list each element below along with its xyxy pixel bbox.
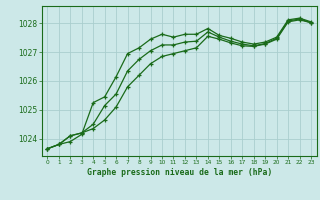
- X-axis label: Graphe pression niveau de la mer (hPa): Graphe pression niveau de la mer (hPa): [87, 168, 272, 177]
